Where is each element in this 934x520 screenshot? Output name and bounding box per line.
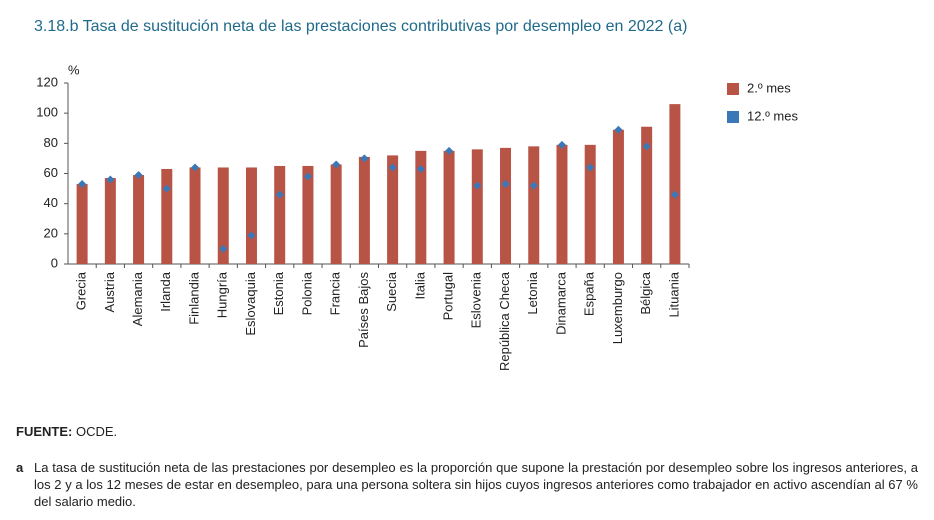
x-tick-label: Portugal bbox=[441, 272, 456, 321]
legend-swatch bbox=[727, 83, 739, 95]
bar bbox=[217, 167, 229, 264]
legend-label: 12.º mes bbox=[747, 108, 798, 123]
bar bbox=[387, 155, 399, 264]
y-tick-label: 80 bbox=[44, 135, 58, 150]
marker bbox=[303, 172, 312, 181]
bar bbox=[500, 147, 512, 264]
marker bbox=[473, 181, 482, 190]
bar bbox=[669, 104, 681, 264]
y-tick-label: 20 bbox=[44, 225, 58, 240]
x-tick-label: Austria bbox=[102, 271, 117, 312]
legend-swatch bbox=[727, 111, 739, 123]
x-tick-label: Luxemburgo bbox=[610, 272, 625, 344]
x-tick-label: Hungría bbox=[215, 271, 230, 318]
marker bbox=[557, 140, 566, 149]
x-tick-label: Dinamarca bbox=[553, 271, 568, 335]
chart: 3.18.b Tasa de sustitución neta de las p… bbox=[34, 18, 798, 371]
bar bbox=[528, 146, 540, 264]
x-tick-label: Países Bajos bbox=[356, 272, 371, 348]
bar bbox=[189, 167, 201, 264]
bar bbox=[584, 144, 596, 264]
note-text: La tasa de sustitución neta de las prest… bbox=[34, 460, 918, 509]
x-tick-label: Lituania bbox=[666, 271, 681, 317]
x-tick-label: Finlandia bbox=[186, 271, 201, 325]
marker bbox=[501, 180, 510, 189]
bar bbox=[556, 144, 568, 264]
x-tick-label: Estonia bbox=[271, 271, 286, 315]
y-tick-label: 100 bbox=[36, 105, 58, 120]
marker bbox=[670, 190, 679, 199]
bar bbox=[358, 156, 370, 264]
marker bbox=[162, 184, 171, 193]
marker bbox=[388, 163, 397, 172]
bar bbox=[76, 184, 88, 264]
marker bbox=[275, 190, 284, 199]
legend-label: 2.º mes bbox=[747, 80, 791, 95]
x-tick-label: Polonia bbox=[299, 271, 314, 315]
bar bbox=[104, 178, 116, 264]
x-tick-label: España bbox=[582, 271, 597, 316]
marker bbox=[614, 125, 623, 134]
x-tick-label: Alemania bbox=[130, 271, 145, 326]
marker bbox=[332, 160, 341, 169]
marker bbox=[134, 171, 143, 180]
x-tick-label: Bélgica bbox=[638, 271, 653, 314]
x-tick-label: Grecia bbox=[74, 271, 89, 310]
marker bbox=[219, 244, 228, 253]
bar bbox=[641, 126, 653, 264]
bar bbox=[612, 129, 624, 264]
marker bbox=[416, 164, 425, 173]
source: FUENTE: OCDE. bbox=[16, 424, 117, 439]
marker bbox=[529, 181, 538, 190]
note: a La tasa de sustitución neta de las pres… bbox=[16, 459, 918, 510]
marker bbox=[78, 180, 87, 189]
chart-title: 3.18.b Tasa de sustitución neta de las p… bbox=[34, 18, 687, 35]
marker bbox=[642, 142, 651, 151]
bar bbox=[415, 150, 427, 264]
x-tick-label: Italia bbox=[412, 271, 427, 299]
y-tick-label: 40 bbox=[44, 195, 58, 210]
bar bbox=[133, 175, 145, 264]
x-tick-label: Letonia bbox=[525, 271, 540, 314]
marker bbox=[360, 154, 369, 163]
x-tick-label: Francia bbox=[328, 271, 343, 315]
bar bbox=[274, 165, 286, 264]
marker bbox=[586, 163, 595, 172]
y-unit: % bbox=[68, 62, 80, 77]
y-tick-label: 0 bbox=[51, 255, 58, 270]
bar bbox=[443, 150, 455, 264]
source-text: OCDE. bbox=[75, 424, 118, 439]
source-label: FUENTE: bbox=[16, 424, 73, 439]
x-tick-label: Eslovaquia bbox=[243, 271, 258, 335]
x-tick-label: Irlanda bbox=[158, 271, 173, 312]
bar bbox=[471, 149, 483, 264]
bar bbox=[161, 168, 173, 264]
bar bbox=[330, 164, 342, 264]
bar bbox=[245, 167, 257, 264]
marker bbox=[191, 163, 200, 172]
x-tick-label: Eslovenia bbox=[469, 271, 484, 328]
marker bbox=[106, 175, 115, 184]
marker bbox=[445, 146, 454, 155]
marker bbox=[247, 231, 256, 240]
bar bbox=[302, 165, 314, 264]
note-mark: a bbox=[16, 460, 24, 475]
y-tick-label: 120 bbox=[36, 74, 58, 89]
x-tick-label: República Checa bbox=[497, 271, 512, 371]
x-tick-label: Suecia bbox=[384, 271, 399, 312]
y-tick-label: 60 bbox=[44, 165, 58, 180]
